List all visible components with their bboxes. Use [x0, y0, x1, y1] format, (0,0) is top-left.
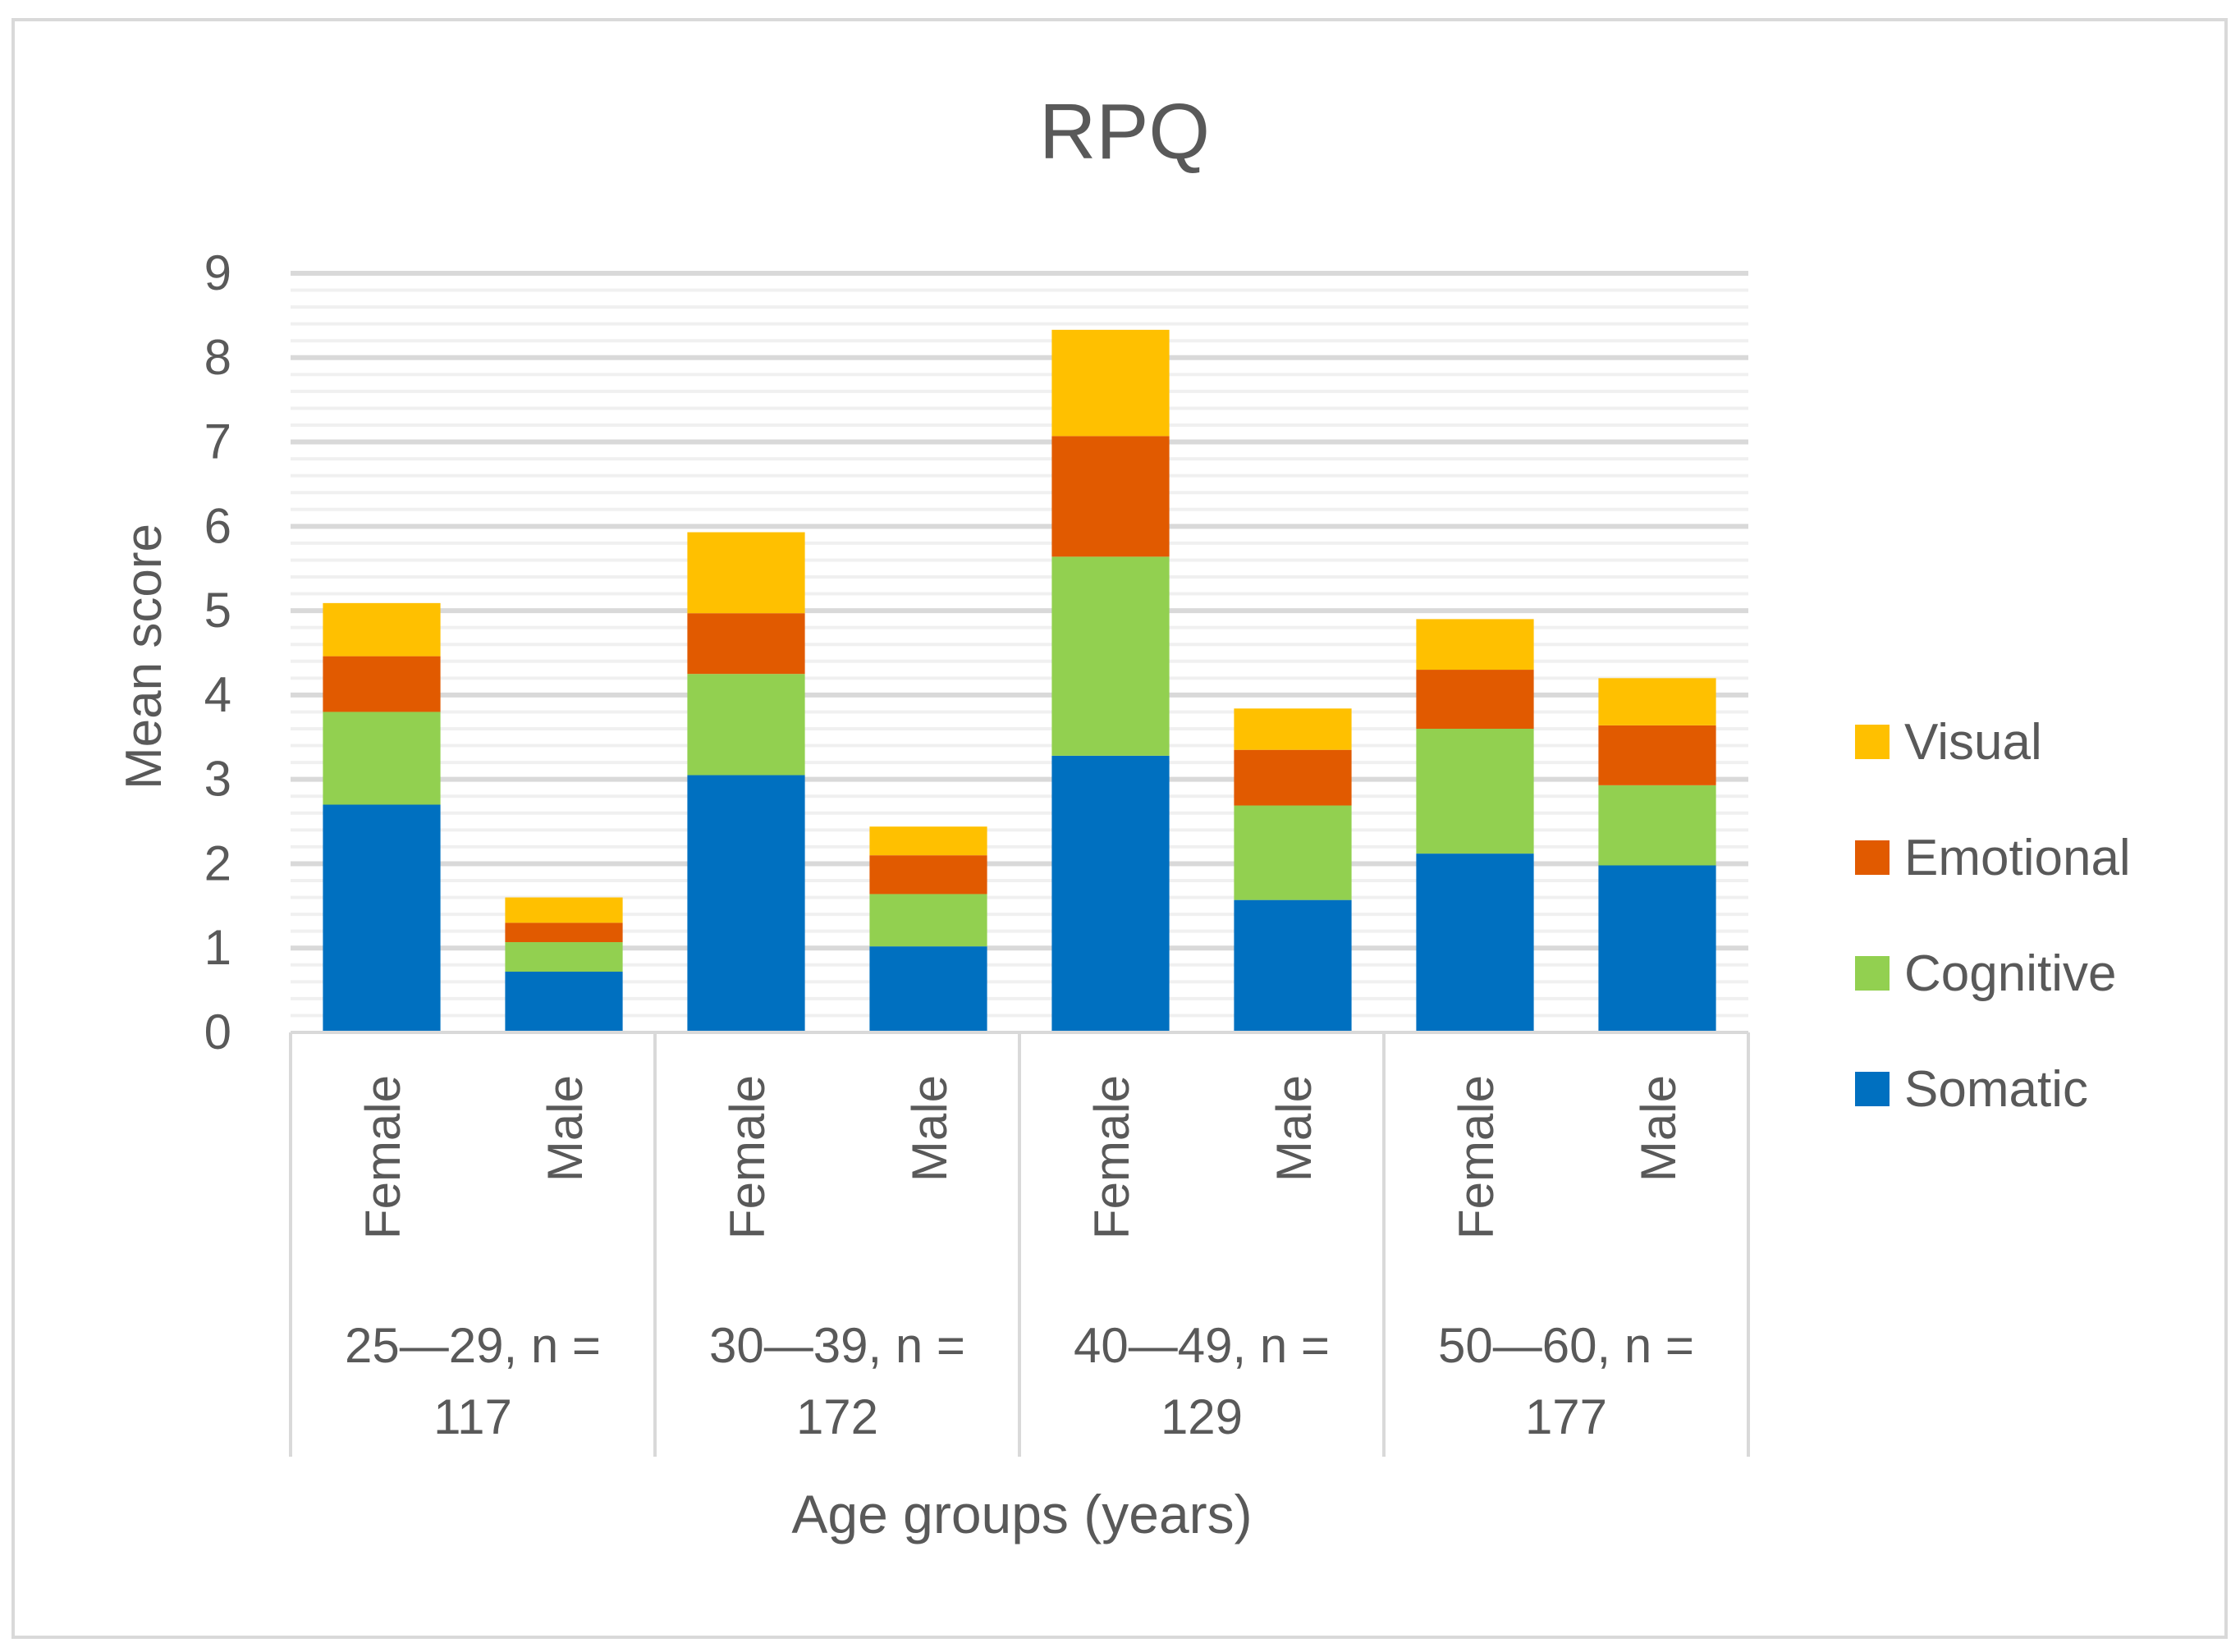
bar-segment-somatic	[505, 972, 623, 1032]
legend-label-somatic: Somatic	[1904, 1061, 2088, 1118]
bar-segment-visual	[869, 826, 987, 856]
legend: Visual Emotional Cognitive Somatic	[1855, 714, 2131, 1118]
x-category-label: Male	[902, 1075, 957, 1182]
bar-segment-somatic	[687, 775, 805, 1032]
group-label-line1: 50—60, n =	[1438, 1318, 1694, 1373]
y-tick-label: 3	[204, 752, 231, 807]
group-label-line2: 177	[1525, 1389, 1607, 1444]
x-category-label: Female	[720, 1075, 775, 1239]
group-label-line1: 30—39, n =	[709, 1318, 965, 1373]
bar-segment-somatic	[1416, 853, 1534, 1032]
x-category-label: Female	[1084, 1075, 1139, 1239]
y-tick-label: 4	[204, 667, 231, 722]
y-tick-label: 1	[204, 920, 231, 975]
bar-segment-visual	[323, 602, 441, 657]
group-label-line2: 129	[1161, 1389, 1243, 1444]
x-axis-label: Age groups (years)	[791, 1484, 1252, 1544]
bar-segment-emotional	[1598, 725, 1716, 785]
bar-segment-visual	[1234, 708, 1352, 750]
bar-segment-somatic	[1598, 865, 1716, 1032]
legend-label-emotional: Emotional	[1904, 830, 2131, 886]
bar-segment-visual	[505, 897, 623, 923]
chart-title: RPQ	[1039, 88, 1210, 176]
legend-swatch-somatic	[1855, 1072, 1890, 1106]
bar-segment-cognitive	[687, 674, 805, 776]
group-label-line1: 25—29, n =	[345, 1318, 601, 1373]
y-tick-label: 8	[204, 330, 231, 385]
bar-segment-cognitive	[1051, 556, 1170, 756]
bar-segment-cognitive	[323, 712, 441, 805]
y-tick-label: 0	[204, 1004, 231, 1059]
bar-segment-visual	[1051, 329, 1170, 437]
bar-segment-visual	[1416, 619, 1534, 670]
bar-segment-cognitive	[505, 942, 623, 972]
legend-label-visual: Visual	[1904, 714, 2042, 771]
group-label-line2: 172	[796, 1389, 878, 1444]
y-tick-label: 2	[204, 835, 231, 890]
group-label-line1: 40—49, n =	[1074, 1318, 1330, 1373]
axes: 0 1 2 3 4 5 6 7 8 9 Female Male Female Male Female Male…	[204, 245, 1750, 1457]
group-label-line2: 117	[433, 1389, 512, 1444]
bars	[323, 329, 1716, 1032]
bar-segment-somatic	[1234, 899, 1352, 1032]
x-category-label: Female	[1449, 1075, 1504, 1239]
y-tick-label: 6	[204, 498, 231, 553]
legend-label-cognitive: Cognitive	[1904, 945, 2116, 1002]
legend-swatch-emotional	[1855, 840, 1890, 875]
bar-segment-emotional	[687, 613, 805, 675]
y-axis-label: Mean score	[116, 524, 172, 789]
bar-segment-emotional	[323, 656, 441, 712]
bar-segment-emotional	[1234, 749, 1352, 806]
bar-segment-emotional	[505, 922, 623, 943]
x-category-label: Male	[1267, 1075, 1322, 1182]
bar-segment-somatic	[1051, 755, 1170, 1032]
y-tick-label: 5	[204, 583, 231, 638]
bar-segment-somatic	[323, 804, 441, 1032]
bar-segment-somatic	[869, 946, 987, 1032]
bar-segment-visual	[687, 532, 805, 614]
y-tick-label: 9	[204, 245, 231, 300]
bar-segment-cognitive	[1598, 785, 1716, 866]
y-tick-label: 7	[204, 414, 231, 469]
bar-segment-emotional	[1416, 670, 1534, 729]
bar-segment-visual	[1598, 678, 1716, 725]
bar-segment-cognitive	[1416, 729, 1534, 854]
bar-segment-cognitive	[1234, 805, 1352, 900]
x-category-label: Male	[1631, 1075, 1686, 1182]
x-category-label: Male	[538, 1075, 593, 1182]
bar-segment-emotional	[869, 855, 987, 895]
bar-segment-cognitive	[869, 894, 987, 947]
legend-swatch-visual	[1855, 725, 1890, 759]
bar-segment-emotional	[1051, 436, 1170, 557]
x-category-label: Female	[355, 1075, 410, 1239]
legend-swatch-cognitive	[1855, 956, 1890, 991]
